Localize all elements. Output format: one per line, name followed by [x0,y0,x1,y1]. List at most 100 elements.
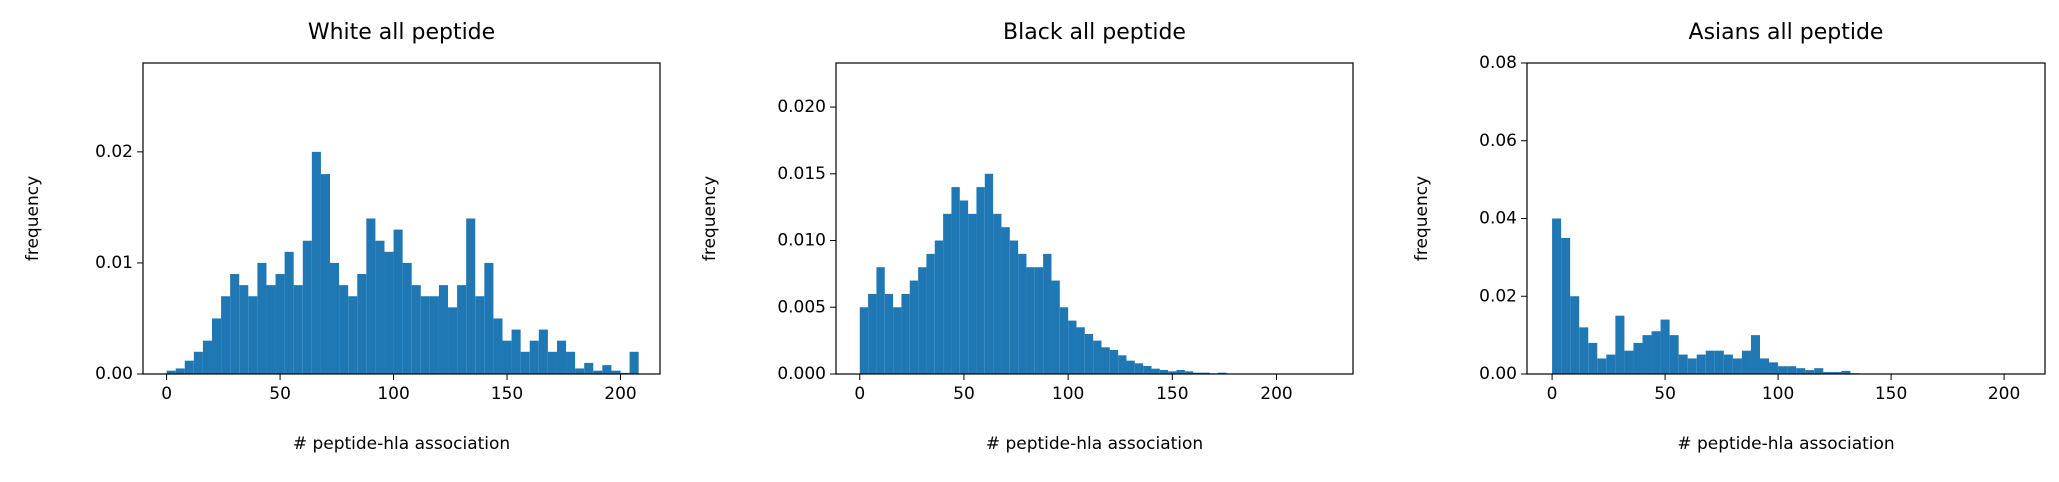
histogram-bar [1126,360,1135,374]
histogram-bar [1101,347,1110,374]
x-tick-label: 150 [1156,384,1188,404]
histogram-bar [1093,340,1102,374]
histogram-bar [1176,369,1185,374]
histogram-bar [1018,253,1027,374]
histogram-bar [1778,366,1788,374]
histogram-bar [611,370,621,374]
histogram-bar [357,274,367,374]
histogram-bar [1615,315,1625,374]
histogram-bar [1606,354,1616,374]
histogram-bar [1696,354,1706,374]
histogram-bar [1678,354,1688,374]
histogram-bar [1051,280,1060,374]
histogram-bar [1660,319,1670,374]
histogram-bar [384,251,394,374]
histogram-bar [202,340,212,374]
histogram-bar [1588,342,1598,374]
histogram-bar [876,267,885,374]
histogram-bar [1705,350,1715,374]
histogram-bar [393,229,403,374]
histogram-bar [868,293,877,374]
histogram-bar [511,329,521,374]
histogram-bar [1076,327,1085,374]
y-tick-label: 0.00 [1479,364,1517,384]
histogram-bar [448,307,458,374]
histogram-bar [248,296,258,374]
x-tick-label: 200 [1260,384,1292,404]
histogram-bar [1134,363,1144,374]
x-tick-label: 150 [1875,384,1907,404]
histogram-bar [1579,327,1589,374]
histogram-bar [1218,372,1227,374]
histogram-bar [520,351,530,374]
histogram-bar [918,267,927,374]
histogram-bar [1669,335,1679,374]
histogram-bar [221,296,231,374]
histogram-bar [166,370,176,374]
histogram-bar [1201,372,1210,374]
histogram-bar [184,360,194,374]
x-axis-label: # peptide-hla association [986,434,1203,454]
x-tick-label: 0 [161,384,172,404]
histogram-bar [1687,358,1697,374]
histogram-bar [901,293,910,374]
histogram-bar [320,174,331,374]
histogram-bar [1832,372,1842,374]
histogram-bar [230,274,240,374]
histogram-bar [438,285,449,374]
x-axis-label: # peptide-hla association [293,434,510,454]
axes-frame [1526,62,2046,375]
x-tick-label: 0 [854,384,865,404]
histogram-bar [1552,218,1562,374]
histogram-bar [348,296,358,374]
histogram-bar [266,285,276,374]
histogram-bar [584,362,594,374]
histogram-bar [984,173,994,374]
histogram-bar [457,285,467,374]
histogram-bar [893,307,902,374]
histogram-bar [1059,307,1069,374]
histogram-bar [1159,369,1169,374]
histogram-bar [239,285,249,374]
x-tick-label: 100 [1052,384,1084,404]
y-tick-label: 0.010 [777,231,826,251]
y-axis-label: frequency [700,176,720,261]
y-tick-label: 0.02 [95,142,133,162]
chart-title: White all peptide [308,20,495,45]
x-tick-label: 50 [1654,384,1676,404]
histogram-bar [257,262,267,374]
y-tick-label: 0.04 [1479,209,1517,229]
chart-title: Black all peptide [1003,20,1186,45]
histogram-bar [1193,372,1202,374]
x-tick-label: 50 [953,384,975,404]
histogram-bar [330,262,340,374]
histogram-bar [538,329,548,374]
histogram-bar [951,187,960,374]
histogram-bar [1168,371,1177,374]
histogram-bar [1084,333,1094,374]
histogram-bar [1151,368,1160,374]
histogram-bar [884,293,894,374]
histogram-bar [366,218,376,374]
y-tick-label: 0.02 [1479,286,1517,306]
histogram-bar [339,285,349,374]
histogram-bar [556,340,567,374]
histogram-bar [1823,372,1833,374]
x-axis-label: # peptide-hla association [1677,434,1894,454]
histogram-bar [284,251,294,374]
y-axis-label: frequency [23,176,43,261]
histogram-bar [466,218,476,374]
y-tick-label: 0.015 [777,164,826,184]
histogram-bar [484,262,494,374]
histogram-bar [629,351,639,374]
histogram-bar [968,213,977,374]
histogram-bar [1597,358,1607,374]
x-tick-label: 50 [269,384,291,404]
x-tick-label: 0 [1547,384,1558,404]
histogram-bar [411,285,421,374]
y-tick-label: 0.020 [777,97,826,117]
histogram-bar [593,370,603,374]
y-tick-label: 0.08 [1479,53,1517,73]
histogram-bar [1760,358,1770,374]
axes-frame [142,62,661,375]
